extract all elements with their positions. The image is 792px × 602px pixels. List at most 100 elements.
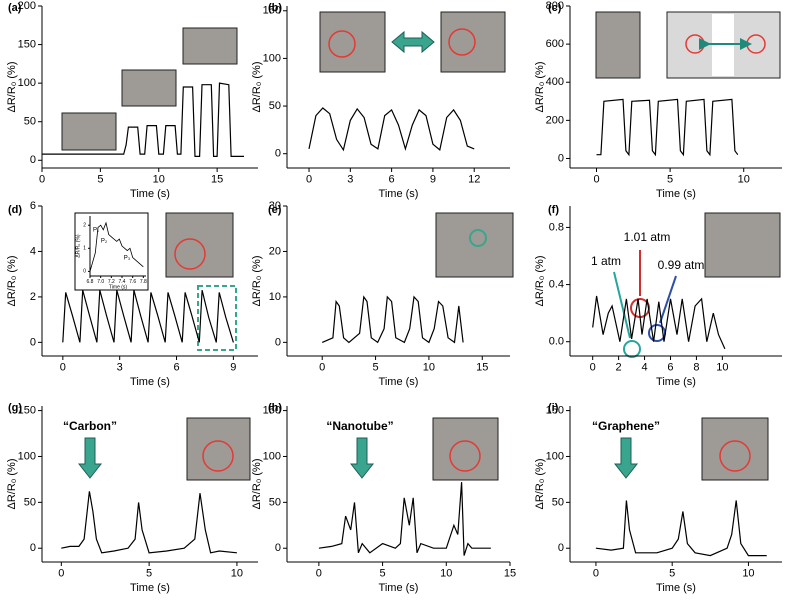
- panel-label: (e): [268, 204, 282, 216]
- y-axis-label: ΔR/R₀ (%): [6, 458, 18, 509]
- y-tick-label: 100: [18, 77, 36, 89]
- y-axis-label: ΔR/R₀ (%): [6, 61, 18, 112]
- highlight: [448, 28, 476, 56]
- panel: 0 2 4 6 8 10 0.0 0.4 0.8 Time (s) ΔR/R₀ (%) (f) 1.01…: [534, 204, 782, 388]
- data-line: [318, 482, 491, 556]
- arrow: [613, 437, 639, 479]
- x-tick-label: 7.2: [108, 279, 115, 285]
- y-axis-label: ΔR/R₀ (%): [6, 255, 18, 306]
- x-tick-label: 0: [590, 362, 596, 374]
- highlight: [174, 238, 206, 270]
- annotation: P₃: [124, 256, 131, 262]
- highlight: [328, 30, 356, 58]
- x-tick-label: 0: [306, 174, 312, 186]
- y-axis-label: ΔR/R₀ (%): [75, 234, 81, 258]
- x-tick-label: 5: [667, 174, 673, 186]
- y-tick-label: 100: [263, 450, 281, 462]
- annotation: “Graphene”: [592, 419, 660, 433]
- x-axis-label: Time (s): [130, 188, 170, 200]
- x-tick-label: 7.4: [119, 279, 126, 285]
- panel-label: (d): [8, 204, 22, 216]
- x-axis-label: Time (s): [656, 376, 696, 388]
- y-tick-label: 10: [269, 291, 281, 303]
- photo: [432, 417, 499, 481]
- x-axis-label: Time (s): [379, 188, 419, 200]
- annotation: 1 atm: [591, 254, 621, 268]
- x-tick-label: 3: [347, 174, 353, 186]
- data-line: [42, 82, 244, 157]
- x-tick-label: 7.8: [140, 279, 147, 285]
- x-tick-label: 10: [231, 568, 243, 580]
- x-tick-label: 2: [616, 362, 622, 374]
- y-tick-label: 0: [275, 336, 281, 348]
- x-tick-label: 15: [211, 174, 223, 186]
- x-axis-label: Time (s): [130, 582, 170, 594]
- y-tick-label: 1: [83, 246, 86, 252]
- panel: 0 5 10 15 0 10 20 30 Time (s) ΔR/R₀ (%) (e): [251, 200, 510, 388]
- panel-label: (h): [268, 402, 282, 414]
- annotation: 0.99 atm: [658, 258, 705, 272]
- y-tick-label: 0: [558, 542, 564, 554]
- x-tick-label: 10: [153, 174, 165, 186]
- panel: 6.8 7.0 7.2 7.4 7.6 7.8 0 1 2 Time (s) ΔR/R₀ (%) P₁…: [75, 216, 147, 290]
- x-tick-label: 6.8: [87, 279, 94, 285]
- y-tick-label: 50: [24, 496, 36, 508]
- data-line: [592, 295, 726, 350]
- photo: [186, 417, 251, 481]
- data-line: [321, 295, 464, 344]
- photo: [701, 417, 769, 481]
- photo: [440, 11, 506, 73]
- annotation: “Carbon”: [63, 419, 117, 433]
- arrow: [613, 271, 631, 339]
- x-tick-label: 7.0: [97, 279, 104, 285]
- x-tick-label: 5: [380, 568, 386, 580]
- x-axis-label: Time (s): [379, 582, 419, 594]
- panel-label: (g): [8, 402, 22, 414]
- x-tick-label: 9: [430, 174, 436, 186]
- y-axis-label: ΔR/R₀ (%): [534, 255, 546, 306]
- y-tick-label: 50: [24, 116, 36, 128]
- x-tick-label: 12: [468, 174, 480, 186]
- x-tick-label: 0: [316, 568, 322, 580]
- y-tick-label: 0: [30, 336, 36, 348]
- x-tick-label: 5: [97, 174, 103, 186]
- data-line: [62, 289, 234, 343]
- x-axis-label: Time (s): [109, 284, 127, 290]
- arrow: [349, 437, 375, 479]
- y-tick-label: 150: [263, 5, 281, 17]
- y-tick-label: 150: [263, 404, 281, 416]
- panel-label: (b): [268, 2, 282, 14]
- x-tick-label: 0: [593, 174, 599, 186]
- arrow: [77, 437, 103, 479]
- x-tick-label: 3: [117, 362, 123, 374]
- photo: [61, 112, 117, 151]
- double-arrow: [391, 30, 435, 54]
- y-tick-label: 0: [30, 154, 36, 166]
- y-tick-label: 6: [30, 200, 36, 212]
- annotation: 1.01 atm: [624, 230, 671, 244]
- y-tick-label: 0.0: [549, 336, 564, 348]
- panel: 0 5 10 0 200 400 600 800 Time (s) ΔR/R₀ (%) (c): [534, 0, 782, 200]
- x-tick-label: 0: [58, 568, 64, 580]
- x-tick-label: 10: [738, 174, 750, 186]
- y-tick-label: 2: [30, 291, 36, 303]
- arrow: [659, 275, 677, 324]
- x-tick-label: 9: [230, 362, 236, 374]
- y-tick-label: 100: [18, 450, 36, 462]
- x-tick-label: 7.6: [129, 279, 136, 285]
- x-axis-label: Time (s): [656, 188, 696, 200]
- x-tick-label: 8: [693, 362, 699, 374]
- x-tick-label: 6: [173, 362, 179, 374]
- photo: [182, 27, 238, 65]
- y-tick-label: 0: [275, 148, 281, 160]
- highlight-box: [197, 285, 237, 351]
- y-tick-label: 150: [546, 404, 564, 416]
- y-tick-label: 400: [546, 76, 564, 88]
- x-tick-label: 0: [593, 568, 599, 580]
- x-tick-label: 15: [504, 568, 516, 580]
- highlight: [719, 440, 751, 472]
- y-axis-label: ΔR/R₀ (%): [534, 61, 546, 112]
